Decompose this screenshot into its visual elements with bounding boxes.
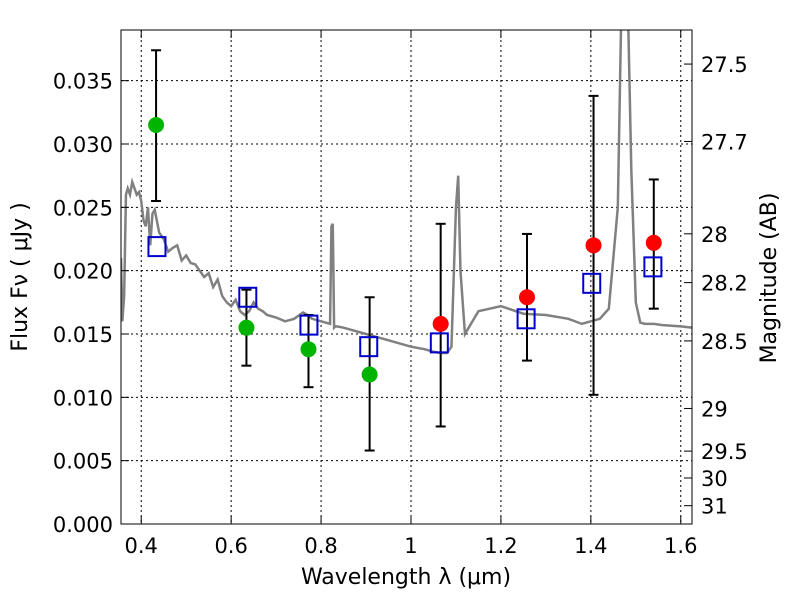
model-box — [429, 332, 449, 354]
magnitude-tick-label: 30 — [701, 467, 728, 491]
y-tick-label: 0.015 — [53, 323, 113, 347]
magnitude-tick-label: 28 — [701, 223, 728, 247]
magnitude-tick-label: 31 — [701, 495, 728, 519]
observed-point — [148, 117, 165, 133]
y-tick-label: 0.030 — [53, 133, 113, 157]
model-box — [516, 308, 536, 330]
magnitude-tick-label: 29.5 — [701, 440, 748, 464]
plot-area — [121, 30, 692, 452]
observed-point — [518, 289, 535, 306]
magnitude-axis-ticks: 27.5 27.7 28 28.2 28.5 29 29.5 30 31 — [684, 53, 748, 519]
model-box — [643, 256, 663, 278]
x-axis-label: Wavelength λ (μm) — [301, 565, 511, 590]
model-boxes — [147, 236, 663, 358]
observed-point — [238, 319, 255, 336]
observed-points — [148, 117, 662, 383]
magnitude-tick-label: 28.2 — [701, 272, 748, 296]
observed-point — [432, 315, 449, 332]
plot-frame — [120, 29, 693, 525]
x-tick-label: 0.4 — [125, 534, 158, 558]
observed-point — [585, 237, 602, 254]
observed-point — [300, 341, 317, 358]
magnitude-tick-label: 29 — [701, 397, 728, 421]
y-tick-label: 0.005 — [53, 450, 113, 474]
model-spectrum-line — [121, 30, 692, 355]
y-tick-label: 0.000 — [53, 513, 113, 537]
y-tick-label: 0.035 — [53, 70, 113, 94]
y-axis-label: Flux Fν ( μJy ) — [8, 202, 33, 351]
model-box — [359, 336, 379, 358]
y-axis-ticks: 0.000 0.005 0.010 0.015 0.020 0.025 0.030 0.035 — [53, 70, 129, 537]
x-tick-label: 1.6 — [664, 534, 697, 558]
magnitude-tick-label: 27.7 — [701, 130, 748, 154]
y2-axis-label: Magnitude (AB) — [757, 193, 782, 364]
magnitude-tick-label: 27.5 — [701, 53, 748, 77]
model-box — [147, 236, 167, 258]
y-tick-label: 0.020 — [53, 260, 113, 284]
x-tick-label: 0.6 — [214, 534, 247, 558]
y-tick-label: 0.025 — [53, 196, 113, 220]
x-tick-label: 1 — [404, 534, 417, 558]
model-box — [299, 314, 319, 336]
y-tick-label: 0.010 — [53, 386, 113, 410]
x-tick-label: 1.4 — [574, 534, 607, 558]
magnitude-tick-label: 28.5 — [701, 330, 748, 354]
observed-point — [361, 366, 378, 383]
model-box — [582, 272, 602, 294]
model-box — [238, 286, 258, 308]
observed-point — [645, 234, 662, 251]
errorbars — [151, 49, 659, 452]
x-axis-ticks: 0.4 0.6 0.8 1 1.2 1.4 1.6 — [125, 30, 697, 558]
grid-lines — [121, 30, 692, 525]
x-tick-label: 1.2 — [484, 534, 517, 558]
x-tick-label: 0.8 — [304, 534, 337, 558]
